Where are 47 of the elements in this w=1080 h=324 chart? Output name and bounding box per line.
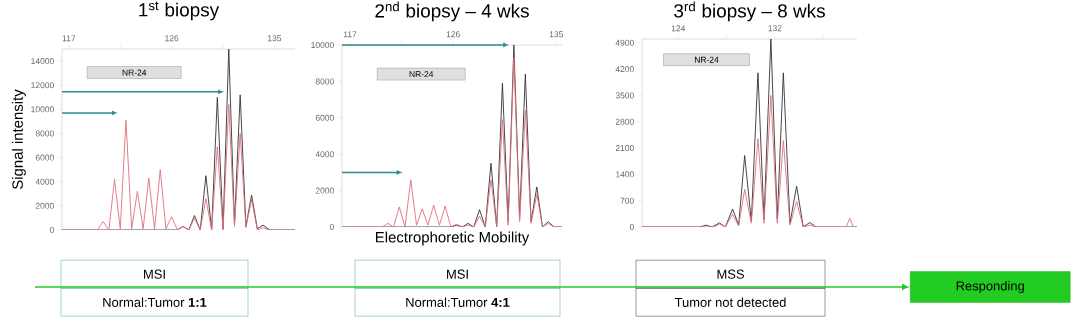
y-tick-label: 4200 [615,66,634,73]
y-tick-label: 0 [49,227,54,233]
x-tick-label: 124 [671,25,686,32]
y-tick-label: 6000 [315,114,334,121]
text: Responding [956,280,1024,294]
annotation: NR-24 [694,56,719,63]
text: MSS [717,269,744,279]
y-tick-label: 1400 [616,171,634,178]
text: Normal:Tumor 1:1 [103,297,207,307]
chart-title: 1$^{st}$ biopsy [139,1,220,21]
x-tick-label: 126 [165,35,179,42]
x-tick-label: 135 [549,31,563,38]
annotation: NR-24 [122,69,147,76]
x-axis-title: Electrophoretic Mobility [375,231,530,246]
y-tick-label: 2800 [615,118,634,125]
y-tick-label: 4000 [35,178,54,185]
y-tick-label: 3500 [615,92,634,99]
x-tick-label: 117 [62,35,76,42]
x-tick-label: 117 [343,31,357,38]
y-axis-title: Signal intensity [11,89,26,190]
y-tick-label: 10000 [31,106,54,113]
line-series [642,94,858,227]
y-tick-label: 2000 [35,202,54,209]
x-tick-label: 132 [768,25,782,32]
line-series [62,104,295,230]
y-tick-label: 6000 [35,154,54,161]
y-tick-label: 8000 [315,78,334,85]
text: MSI [144,269,165,279]
chart-title: 3$^{rd}$ biopsy – 8 wks [674,1,825,22]
text: MSI [447,269,468,279]
chart-title: 2$^{nd}$ biopsy – 4 wks [375,1,529,22]
y-tick-label: 4000 [315,151,334,158]
y-tick-label: 4900 [615,39,634,46]
x-tick-label: 126 [446,31,460,38]
annotation: NR-24 [409,71,434,78]
y-tick-label: 2100 [615,145,634,152]
x-tick-label: 135 [268,35,282,42]
y-tick-label: 12000 [31,82,54,89]
text: Tumor not detected [674,297,786,307]
y-tick-label: 0 [629,224,634,230]
text: Normal:Tumor 4:1 [406,297,510,307]
y-tick-label: 8000 [35,130,54,137]
y-tick-label: 700 [620,197,634,204]
y-tick-label: 10000 [311,42,334,48]
y-tick-label: 2000 [315,187,334,194]
y-tick-label: 14000 [31,58,54,65]
y-tick-label: 0 [329,224,334,230]
